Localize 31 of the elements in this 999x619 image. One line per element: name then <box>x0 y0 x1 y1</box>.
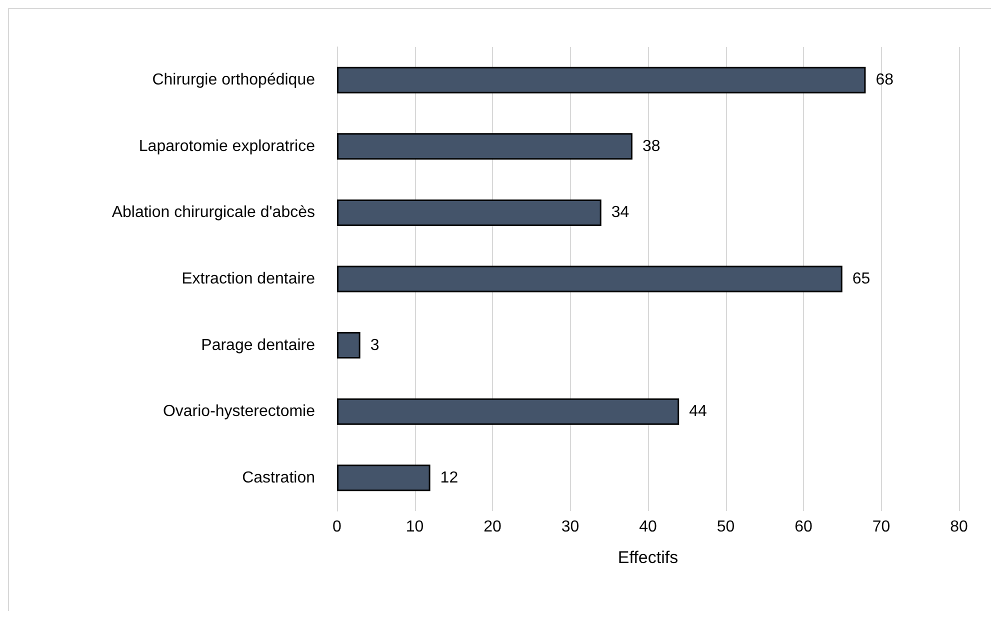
bar <box>337 398 680 425</box>
data-label: 38 <box>642 138 660 155</box>
data-label: 44 <box>689 403 707 420</box>
x-tick-label: 0 <box>332 518 342 536</box>
bar <box>337 199 602 226</box>
x-tick-label: 30 <box>561 518 580 536</box>
data-label: 65 <box>852 270 870 288</box>
x-tick-label: 50 <box>716 518 735 536</box>
y-tick-label: Ovario-hysterectomie <box>162 403 316 420</box>
y-tick-label: Extraction dentaire <box>182 270 316 288</box>
y-tick-label: Ablation chirurgicale d'abcès <box>112 204 315 222</box>
data-label: 68 <box>876 72 894 89</box>
bar <box>337 332 360 359</box>
bar <box>337 464 430 492</box>
y-tick-label: Parage dentaire <box>201 336 316 354</box>
y-tick-label: Laparotomie exploratrice <box>138 138 316 155</box>
x-tick-label: 10 <box>406 518 424 536</box>
y-tick-label: Chirurgie orthopédique <box>152 72 316 89</box>
x-tick-label: 70 <box>872 518 890 536</box>
bar <box>337 66 866 94</box>
y-tick-label: Castration <box>242 469 315 486</box>
x-axis-title: Effectifs <box>618 548 678 567</box>
data-label: 3 <box>370 336 380 354</box>
bar <box>337 266 842 292</box>
data-label: 34 <box>611 204 630 222</box>
x-tick-label: 20 <box>484 518 502 536</box>
x-tick-label: 40 <box>639 518 657 536</box>
bar <box>337 133 632 160</box>
x-tick-label: 60 <box>794 518 812 536</box>
x-tick-label: 80 <box>950 518 968 536</box>
data-label: 12 <box>440 469 458 486</box>
